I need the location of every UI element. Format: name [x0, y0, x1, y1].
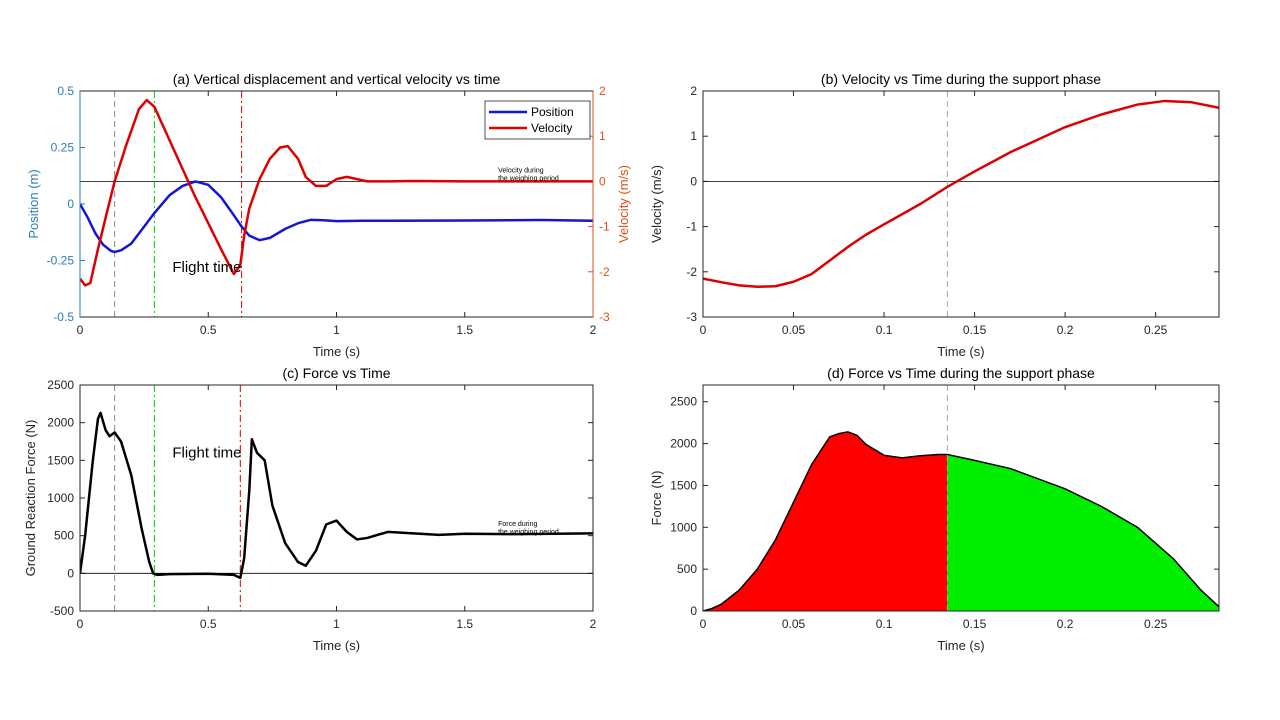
y-right-tick-label: 2 — [599, 84, 606, 98]
y-tick-label: 2 — [690, 84, 697, 98]
x-tick-label: 1 — [333, 323, 340, 337]
y-left-tick-label: -0.5 — [53, 310, 74, 324]
y-tick-label: -1 — [686, 220, 697, 234]
chart-b-title: (b) Velocity vs Time during the support … — [821, 71, 1101, 87]
x-tick-label: 0.15 — [963, 617, 987, 631]
y-tick-label: 2000 — [670, 437, 697, 451]
y-axis-label: Force (N) — [649, 471, 664, 526]
y-right-tick-label: -1 — [599, 220, 610, 234]
y-axis-label: Velocity (m/s) — [649, 165, 664, 243]
area-fill-before-split — [703, 431, 948, 611]
weighing-period-annotation: Velocity during the weighing period — [498, 167, 559, 182]
y-right-tick-label: 1 — [599, 129, 606, 143]
x-tick-label: 0.25 — [1144, 617, 1168, 631]
y-tick-label: 0 — [67, 566, 74, 580]
annotation-line: Velocity during — [498, 167, 544, 174]
y-tick-label: -3 — [686, 310, 697, 324]
x-tick-label: 0 — [700, 617, 707, 631]
y-right-axis-label: Velocity (m/s) — [616, 165, 631, 243]
y-tick-label: -2 — [686, 265, 697, 279]
x-tick-label: 2 — [590, 323, 597, 337]
y-axis-label: Ground Reaction Force (N) — [23, 420, 38, 577]
legend: Position Velocity — [484, 100, 591, 140]
y-tick-label: 1000 — [47, 491, 74, 505]
x-tick-label: 0.1 — [876, 323, 893, 337]
y-right-tick-label: 0 — [599, 174, 606, 188]
series-line-curve — [703, 99, 1219, 288]
flight-time-annotation: Flight time — [172, 259, 241, 276]
y-left-tick-label: -0.25 — [47, 254, 75, 268]
x-tick-label: 0.5 — [200, 617, 217, 631]
chart-a-title: (a) Vertical displacement and vertical v… — [173, 71, 501, 87]
x-axis-label: Time (s) — [313, 344, 360, 359]
x-tick-label: 1.5 — [456, 323, 473, 337]
y-left-tick-label: 0.25 — [51, 141, 75, 155]
axes-box — [702, 384, 1220, 612]
x-axis-label: Time (s) — [313, 638, 360, 653]
x-tick-label: 0.05 — [782, 323, 806, 337]
x-tick-label: 1.5 — [456, 617, 473, 631]
x-tick-label: 0 — [77, 617, 84, 631]
x-tick-label: 0.25 — [1144, 323, 1168, 337]
legend-label-velocity: Velocity — [531, 121, 572, 135]
y-right-tick-label: -2 — [599, 265, 610, 279]
x-tick-label: 0 — [77, 323, 84, 337]
x-axis-label: Time (s) — [937, 344, 984, 359]
y-tick-label: 2000 — [47, 416, 74, 430]
x-axis-label: Time (s) — [937, 638, 984, 653]
chart-a-plot-area — [80, 91, 593, 317]
y-tick-label: 1500 — [47, 453, 74, 467]
x-tick-label: 2 — [590, 617, 597, 631]
x-tick-label: 0.2 — [1057, 617, 1074, 631]
weighing-period-annotation: Force during the weighing period — [498, 521, 559, 536]
x-tick-label: 1 — [333, 617, 340, 631]
x-tick-label: 0.15 — [963, 323, 987, 337]
y-tick-label: -500 — [50, 604, 74, 618]
area-fill-after-split — [947, 454, 1219, 611]
series-line-curve — [80, 411, 593, 580]
y-tick-label: 2500 — [670, 395, 697, 409]
y-tick-label: 2500 — [47, 378, 74, 392]
y-tick-label: 1000 — [670, 520, 697, 534]
axes-box — [79, 384, 594, 612]
annotation-line: Force during — [498, 521, 537, 528]
x-tick-label: 0.5 — [200, 323, 217, 337]
force-curve — [703, 431, 1219, 611]
x-tick-label: 0.05 — [782, 617, 806, 631]
chart-b: (b) Velocity vs Time during the support … — [649, 71, 1220, 359]
y-tick-label: 0 — [690, 604, 697, 618]
y-tick-label: 500 — [54, 529, 74, 543]
x-tick-label: 0.1 — [876, 617, 893, 631]
axes-box — [702, 90, 1220, 318]
y-tick-label: 0 — [690, 174, 697, 188]
x-tick-label: 0 — [700, 323, 707, 337]
annotation-line: the weighing period — [498, 175, 559, 182]
y-tick-label: 1 — [690, 129, 697, 143]
chart-d-plot-area — [703, 385, 1219, 611]
series-line-velocity — [80, 98, 593, 287]
legend-box — [484, 100, 591, 140]
legend-label-position: Position — [531, 105, 574, 119]
annotation-line: the weighing period — [498, 529, 559, 536]
flight-time-annotation: Flight time — [172, 444, 241, 461]
y-left-axis-label: Position (m) — [26, 169, 41, 238]
series-line-position — [80, 180, 593, 254]
y-tick-label: 1500 — [670, 478, 697, 492]
x-tick-label: 0.2 — [1057, 323, 1074, 337]
chart-d: (d) Force vs Time during the support pha… — [649, 365, 1220, 653]
y-right-tick-label: -3 — [599, 310, 610, 324]
chart-b-plot-area — [703, 91, 1219, 317]
chart-c-plot-area — [80, 385, 593, 611]
y-left-tick-label: 0.5 — [57, 84, 74, 98]
y-left-tick-label: 0 — [67, 197, 74, 211]
chart-a: (a) Vertical displacement and vertical v… — [26, 71, 631, 359]
chart-c-title: (c) Force vs Time — [282, 365, 390, 381]
y-tick-label: 500 — [677, 562, 697, 576]
chart-d-title: (d) Force vs Time during the support pha… — [827, 365, 1095, 381]
